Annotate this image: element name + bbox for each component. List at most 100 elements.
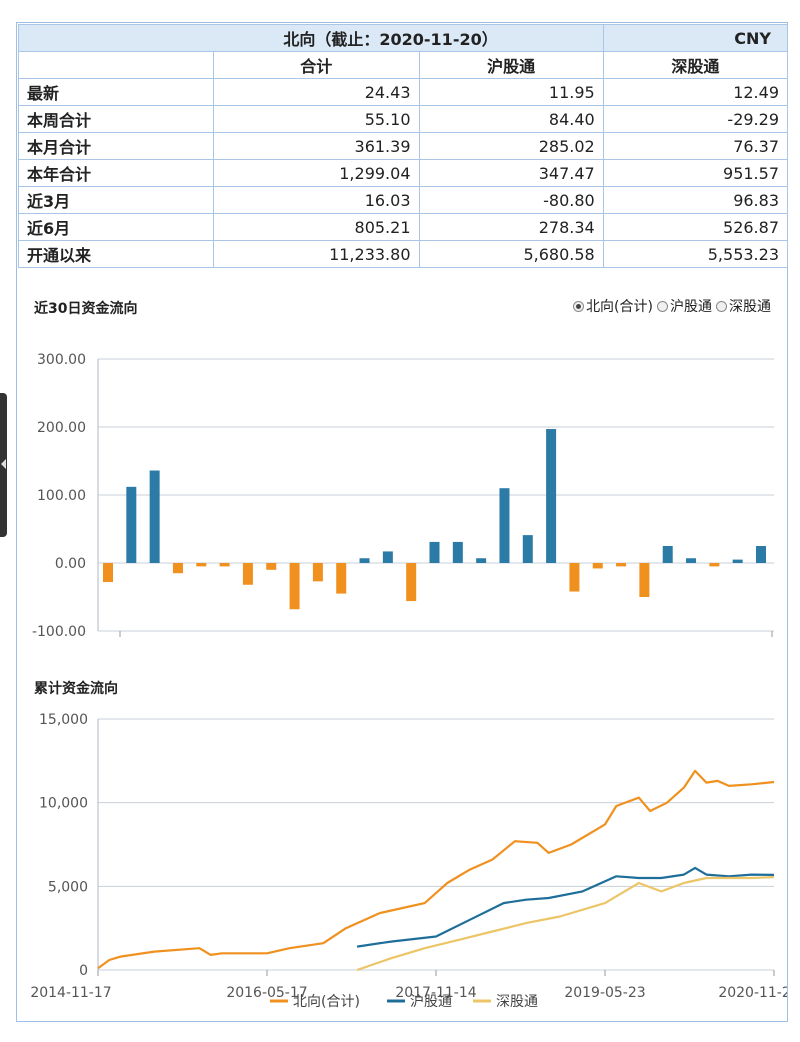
legend-label: 北向(合计) xyxy=(293,994,360,1010)
cell-sz: 5,553.23 xyxy=(602,240,789,268)
table-row: 近3月 16.03 -80.80 96.83 xyxy=(18,186,789,214)
column-header-row: 合计 沪股通 深股通 xyxy=(18,51,789,79)
table-header-title: 北向（截止：2020-11-20） xyxy=(18,24,604,52)
table-row: 本年合计 1,299.04 347.47 951.57 xyxy=(18,159,789,187)
bar xyxy=(546,429,557,563)
radio-dot[interactable] xyxy=(657,300,668,312)
cell-total: 1,299.04 xyxy=(213,159,420,187)
bar xyxy=(452,541,463,563)
cell-sz: 76.37 xyxy=(602,132,789,160)
daily-flow-bar-chart: -100.000.00100.00200.00300.002020-09-302… xyxy=(32,352,774,640)
bar xyxy=(662,546,673,563)
corner-cell xyxy=(18,51,214,79)
bar xyxy=(359,558,370,563)
bar xyxy=(289,563,300,610)
row-label: 开通以来 xyxy=(18,240,214,268)
radio-north[interactable]: 北向(合计) xyxy=(573,296,653,316)
table-row: 本月合计 361.39 285.02 76.37 xyxy=(18,132,789,160)
row-label: 本年合计 xyxy=(18,159,214,187)
clipped-heading-text xyxy=(30,0,35,4)
y-tick-label: 0 xyxy=(79,963,88,979)
cell-sz: 96.83 xyxy=(602,186,789,214)
series-radio-group: 北向(合计) 沪股通 深股通 xyxy=(573,296,771,316)
y-tick-label: -100.00 xyxy=(32,624,86,640)
cell-sz: 12.49 xyxy=(602,78,789,106)
bar xyxy=(639,563,650,597)
bar xyxy=(522,535,533,563)
row-label: 近3月 xyxy=(18,186,214,214)
radio-sz[interactable]: 深股通 xyxy=(716,296,771,316)
cell-sz: -29.29 xyxy=(602,105,789,133)
bar xyxy=(592,563,603,569)
currency-label: CNY xyxy=(602,24,789,52)
side-collapse-tab[interactable] xyxy=(0,393,7,537)
series-line xyxy=(97,769,775,970)
cumulative-flow-line-chart: 0 5,000 10,000 15,000 2014-11-17 2016-05-17 20… xyxy=(30,712,787,1010)
cell-total: 805.21 xyxy=(213,213,420,241)
bar xyxy=(126,486,137,563)
bar xyxy=(429,541,440,563)
bar xyxy=(382,551,393,563)
row-label: 本周合计 xyxy=(18,105,214,133)
cell-sh: 347.47 xyxy=(418,159,604,187)
radio-label: 深股通 xyxy=(729,299,771,315)
bar xyxy=(406,563,417,602)
cell-total: 16.03 xyxy=(213,186,420,214)
bar xyxy=(616,563,627,567)
cell-sh: 5,680.58 xyxy=(418,240,604,268)
table-row: 本周合计 55.10 84.40 -29.29 xyxy=(18,105,789,133)
bar xyxy=(732,559,743,563)
bar xyxy=(569,563,580,592)
row-label: 近6月 xyxy=(18,213,214,241)
cell-total: 361.39 xyxy=(213,132,420,160)
legend-label: 深股通 xyxy=(496,994,538,1010)
bar xyxy=(686,558,697,563)
x-tick-label: 2017-11-14 xyxy=(395,985,476,1001)
cell-sz: 951.57 xyxy=(602,159,789,187)
y-tick-label: 200.00 xyxy=(37,420,86,436)
row-label: 本月合计 xyxy=(18,132,214,160)
column-header: 沪股通 xyxy=(418,51,604,79)
bar xyxy=(756,546,766,563)
summary-table: 北向（截止：2020-11-20） CNY 合计 沪股通 深股通 最新 24.4… xyxy=(18,24,789,268)
radio-sh[interactable]: 沪股通 xyxy=(657,296,712,316)
cell-total: 24.43 xyxy=(213,78,420,106)
legend-label: 沪股通 xyxy=(410,994,452,1010)
y-tick-label: 5,000 xyxy=(48,879,88,895)
row-label: 最新 xyxy=(18,78,214,106)
y-tick-label: 100.00 xyxy=(37,488,86,504)
top-clipped-header xyxy=(0,0,800,16)
y-tick-label: 0.00 xyxy=(55,556,86,572)
radio-label: 北向(合计) xyxy=(586,299,653,315)
bar xyxy=(242,563,253,585)
bar xyxy=(219,563,230,567)
x-tick-label: 2020-11-20 xyxy=(718,985,787,1001)
table-row: 近6月 805.21 278.34 526.87 xyxy=(18,213,789,241)
bar xyxy=(149,470,160,563)
cell-sh: 84.40 xyxy=(418,105,604,133)
cell-sh: 285.02 xyxy=(418,132,604,160)
cell-sh: 278.34 xyxy=(418,213,604,241)
radio-dot[interactable] xyxy=(716,300,727,312)
bar xyxy=(499,488,510,563)
y-tick-label: 300.00 xyxy=(37,352,86,368)
y-tick-label: 15,000 xyxy=(39,712,88,728)
table-header-row: 北向（截止：2020-11-20） CNY xyxy=(18,24,789,52)
table-row: 开通以来 11,233.80 5,680.58 5,553.23 xyxy=(18,240,789,268)
bar xyxy=(709,563,720,567)
bar xyxy=(172,563,183,574)
radio-dot[interactable] xyxy=(573,300,585,312)
bar-chart-title: 近30日资金流向 xyxy=(34,301,138,317)
x-tick-label: 2014-11-17 xyxy=(30,985,111,1001)
northbound-panel: 北向（截止：2020-11-20） CNY 合计 沪股通 深股通 最新 24.4… xyxy=(16,22,789,1022)
bar xyxy=(312,563,323,582)
x-tick-label: 2019-05-23 xyxy=(564,985,645,1001)
bar xyxy=(103,563,113,583)
bar xyxy=(336,563,347,594)
bar xyxy=(266,563,277,570)
x-tick-label: 2016-05-17 xyxy=(226,985,307,1001)
bar xyxy=(196,563,207,567)
series-line xyxy=(356,866,775,948)
bar xyxy=(476,558,487,563)
radio-label: 沪股通 xyxy=(670,299,712,315)
